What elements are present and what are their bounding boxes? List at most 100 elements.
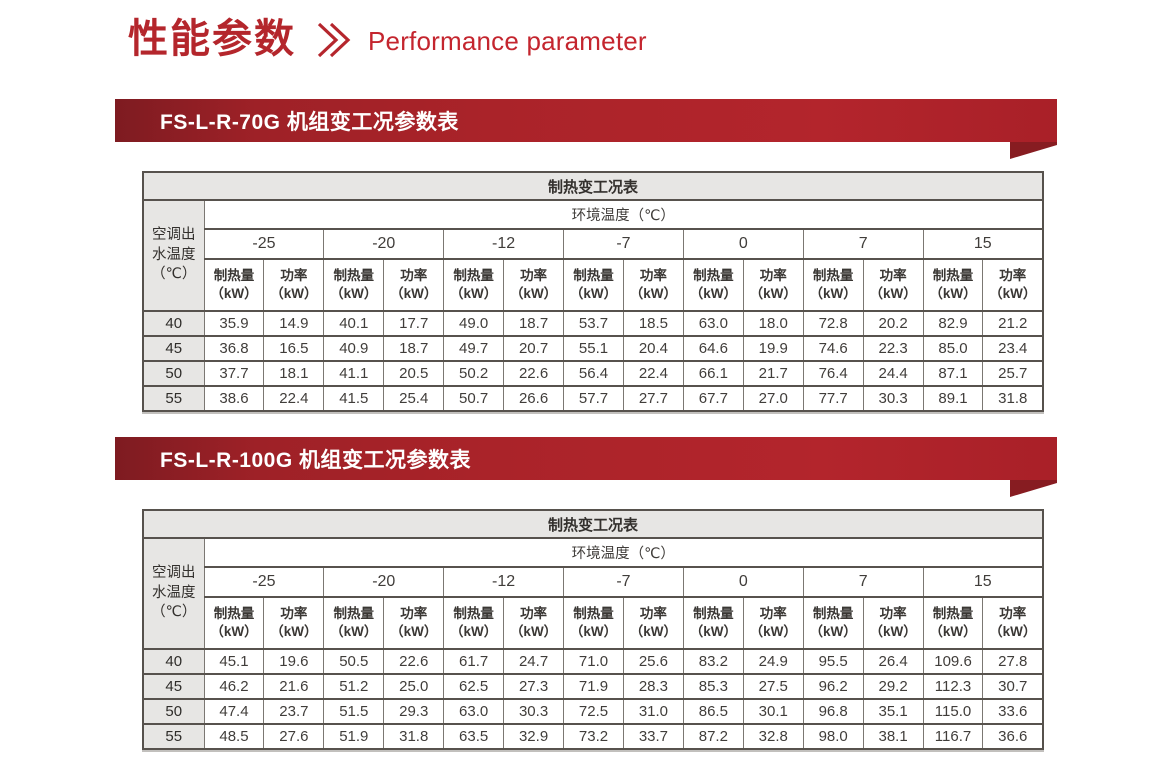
value-cell: 25.0 [383,673,445,700]
value-cell: 49.0 [443,310,505,337]
value-cell: 22.6 [383,648,445,675]
table-section-fs-l-r-100g: FS-L-R-100G 机组变工况参数表 制热变工况表 空调出 水温度 （℃） 环境温度… [0,437,1160,750]
table-row: 50 47.4 23.7 51.5 29.3 63.0 30.3 72.5 31.0 86.5 30… [142,698,1044,725]
value-cell: 21.7 [742,360,804,387]
value-cell: 24.9 [742,648,804,675]
value-cell: 30.7 [982,673,1044,700]
value-cell: 35.1 [862,698,924,725]
value-cell: 29.2 [862,673,924,700]
heating-capacity-header-cell: 制热量 （kW） [323,258,385,312]
value-cell: 29.3 [383,698,445,725]
parameter-table: 制热变工况表 空调出 水温度 （℃） 环境温度（℃） -25 -20 -12 -7 0 7 15 制热量… [142,509,1044,750]
value-cell: 27.5 [742,673,804,700]
value-cell: 56.4 [563,360,624,387]
ambient-temp-value-cell: 0 [682,228,804,260]
value-cell: 46.2 [203,673,265,700]
heating-capacity-header-cell: 制热量 （kW） [802,596,864,650]
value-cell: 19.9 [742,335,804,362]
value-cell: 25.7 [982,360,1044,387]
section-banner-ribbon: FS-L-R-100G 机组变工况参数表 [115,437,1057,480]
value-cell: 72.8 [802,310,864,337]
value-cell: 20.5 [383,360,445,387]
value-cell: 55.1 [563,335,624,362]
table-row: 50 37.7 18.1 41.1 20.5 50.2 22.6 56.4 22.4 66.1 21… [142,360,1044,387]
ambient-temp-header-cell: 环境温度（℃） [203,199,1044,230]
heating-capacity-header-cell: 制热量 （kW） [563,258,624,312]
value-cell: 71.9 [563,673,624,700]
outlet-temp-label-cell: 40 [142,648,205,675]
value-cell: 30.3 [503,698,565,725]
outlet-temp-label-cell: 50 [142,360,205,387]
value-cell: 76.4 [802,360,864,387]
outlet-temp-label-cell: 50 [142,698,205,725]
page-title-zh: 性能参数 [128,17,296,61]
value-cell: 77.7 [802,385,864,412]
value-cell: 31.0 [622,698,684,725]
value-cell: 116.7 [922,723,984,750]
power-header-cell: 功率 （kW） [383,596,445,650]
value-cell: 95.5 [802,648,864,675]
ambient-temp-value-cell: 0 [682,566,804,598]
value-cell: 89.1 [922,385,984,412]
outlet-water-temp-header-cell: 空调出 水温度 （℃） [142,199,205,312]
ambient-temp-header-cell: 环境温度（℃） [203,537,1044,568]
parameter-table-container: 制热变工况表 空调出 水温度 （℃） 环境温度（℃） -25 -20 -12 -7 0 7 15 制热量… [142,509,1044,750]
value-cell: 47.4 [203,698,265,725]
power-header-cell: 功率 （kW） [622,258,684,312]
value-cell: 20.7 [503,335,565,362]
value-cell: 48.5 [203,723,265,750]
value-cell: 33.6 [982,698,1044,725]
value-cell: 30.1 [742,698,804,725]
heating-capacity-header-cell: 制热量 （kW） [682,258,744,312]
value-cell: 22.6 [503,360,565,387]
value-cell: 45.1 [203,648,265,675]
value-cell: 74.6 [802,335,864,362]
table-row: 40 35.9 14.9 40.1 17.7 49.0 18.7 53.7 18.5 63.0 18… [142,310,1044,337]
value-cell: 71.0 [563,648,624,675]
power-header-cell: 功率 （kW） [503,596,565,650]
value-cell: 20.4 [622,335,684,362]
value-cell: 25.4 [383,385,445,412]
parameter-table: 制热变工况表 空调出 水温度 （℃） 环境温度（℃） -25 -20 -12 -7 0 7 15 制热量… [142,171,1044,412]
power-header-cell: 功率 （kW） [622,596,684,650]
value-cell: 63.0 [443,698,505,725]
value-cell: 73.2 [563,723,624,750]
value-cell: 16.5 [263,335,325,362]
section-banner-title: FS-L-R-70G 机组变工况参数表 [160,110,459,134]
heating-capacity-header-cell: 制热量 （kW） [323,596,385,650]
value-cell: 24.7 [503,648,565,675]
heating-capacity-header-cell: 制热量 （kW） [802,258,864,312]
value-cell: 83.2 [682,648,744,675]
value-cell: 41.1 [323,360,385,387]
table-row: 55 48.5 27.6 51.9 31.8 63.5 32.9 73.2 33.7 87.2 32… [142,723,1044,750]
heating-capacity-header-cell: 制热量 （kW） [682,596,744,650]
outlet-temp-label-cell: 45 [142,335,205,362]
value-cell: 30.3 [862,385,924,412]
value-cell: 20.2 [862,310,924,337]
power-header-cell: 功率 （kW） [982,258,1044,312]
value-cell: 49.7 [443,335,505,362]
value-cell: 23.4 [982,335,1044,362]
value-cell: 66.1 [682,360,744,387]
power-header-cell: 功率 （kW） [263,258,325,312]
heating-capacity-header-cell: 制热量 （kW） [443,596,505,650]
heating-capacity-header-cell: 制热量 （kW） [922,596,984,650]
ambient-temp-value-cell: -20 [323,566,445,598]
value-cell: 17.7 [383,310,445,337]
value-cell: 63.0 [682,310,744,337]
value-cell: 85.3 [682,673,744,700]
table-row: 45 46.2 21.6 51.2 25.0 62.5 27.3 71.9 28.3 85.3 27… [142,673,1044,700]
page-title: 性能参数 Performance parameter [128,12,647,66]
table-row: 45 36.8 16.5 40.9 18.7 49.7 20.7 55.1 20.4 64.6 19… [142,335,1044,362]
value-cell: 18.5 [622,310,684,337]
value-cell: 27.3 [503,673,565,700]
value-cell: 31.8 [982,385,1044,412]
power-header-cell: 功率 （kW） [982,596,1044,650]
value-cell: 27.8 [982,648,1044,675]
ambient-temp-value-cell: 7 [802,566,924,598]
power-header-cell: 功率 （kW） [862,596,924,650]
outlet-temp-label-cell: 55 [142,385,205,412]
condition-title-cell: 制热变工况表 [142,171,1044,201]
power-header-cell: 功率 （kW） [742,596,804,650]
power-header-cell: 功率 （kW） [263,596,325,650]
